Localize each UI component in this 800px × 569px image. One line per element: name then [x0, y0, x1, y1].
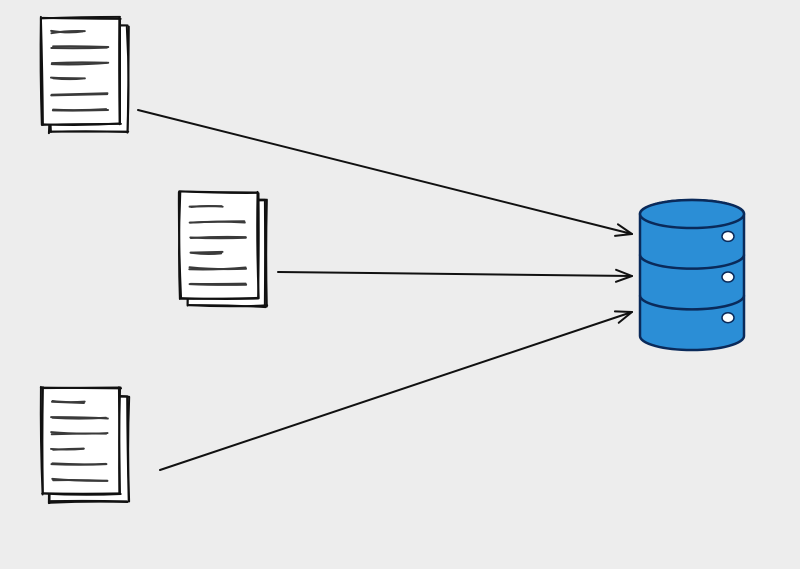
- document-stack-2: [179, 191, 267, 307]
- arrow: [278, 270, 632, 282]
- database-icon: [640, 200, 744, 350]
- arrow: [160, 311, 632, 470]
- diagram-canvas: [0, 0, 800, 569]
- document-stack-1: [41, 17, 129, 133]
- document-stack-3: [41, 387, 129, 503]
